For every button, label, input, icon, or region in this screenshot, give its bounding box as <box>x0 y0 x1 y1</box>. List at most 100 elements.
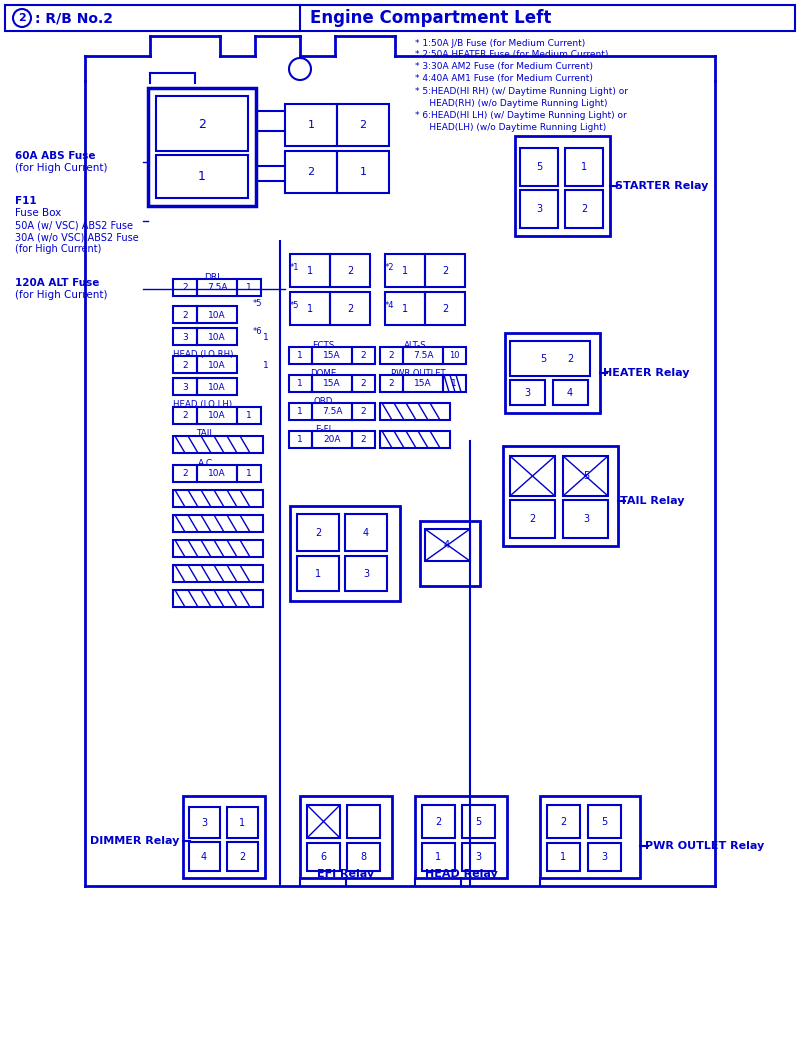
Bar <box>289 431 312 448</box>
Bar <box>415 796 507 878</box>
Text: 3: 3 <box>524 388 530 398</box>
Text: 2: 2 <box>360 407 366 416</box>
Text: 2: 2 <box>182 310 188 320</box>
Text: 1: 1 <box>307 266 313 276</box>
Bar <box>173 279 197 296</box>
Bar <box>510 341 590 376</box>
Bar <box>337 104 389 146</box>
Text: PWR OUTLET: PWR OUTLET <box>390 370 446 379</box>
Bar <box>347 843 380 871</box>
Text: 5: 5 <box>536 162 542 172</box>
Text: ALT-S: ALT-S <box>404 341 426 351</box>
Bar <box>425 291 465 325</box>
Bar <box>347 805 380 838</box>
Text: 3: 3 <box>583 514 589 524</box>
Text: STARTER Relay: STARTER Relay <box>615 181 708 191</box>
Bar <box>505 333 600 413</box>
Text: 7.5A: 7.5A <box>322 407 342 416</box>
Text: 2: 2 <box>388 380 394 388</box>
Bar <box>285 151 337 193</box>
Bar <box>183 796 265 878</box>
Bar <box>385 254 425 287</box>
Bar <box>173 378 197 395</box>
Bar <box>197 407 237 424</box>
Bar <box>173 590 263 607</box>
Text: 15A: 15A <box>323 352 341 360</box>
Text: * 3:30A AM2 Fuse (for Medium Current): * 3:30A AM2 Fuse (for Medium Current) <box>415 62 593 72</box>
Bar <box>227 842 258 871</box>
Bar <box>237 279 261 296</box>
Bar <box>297 556 339 591</box>
Text: * 4:40A AM1 Fuse (for Medium Current): * 4:40A AM1 Fuse (for Medium Current) <box>415 75 593 83</box>
Bar <box>285 104 337 146</box>
Bar <box>197 356 237 373</box>
Text: (for High Current): (for High Current) <box>15 163 107 173</box>
Text: * 1:50A J/B Fuse (for Medium Current): * 1:50A J/B Fuse (for Medium Current) <box>415 39 586 48</box>
Text: 1: 1 <box>297 380 303 388</box>
Text: 1: 1 <box>246 469 252 479</box>
Text: 3: 3 <box>182 332 188 341</box>
Text: 7.5A: 7.5A <box>206 283 227 293</box>
Text: 1: 1 <box>263 360 269 370</box>
Text: 3: 3 <box>601 852 607 862</box>
Bar <box>312 347 352 364</box>
Bar <box>540 796 640 878</box>
Bar <box>173 490 263 507</box>
Text: 20A: 20A <box>323 435 341 445</box>
Bar <box>380 431 450 448</box>
Text: 1: 1 <box>297 352 303 360</box>
Text: 10A: 10A <box>208 382 226 391</box>
Bar <box>563 456 608 496</box>
Text: 50A (w/ VSC) ABS2 Fuse: 50A (w/ VSC) ABS2 Fuse <box>15 220 133 230</box>
Text: HEATER Relay: HEATER Relay <box>603 369 690 378</box>
Bar <box>173 436 263 453</box>
Text: 2: 2 <box>182 283 188 293</box>
Text: TAIL Relay: TAIL Relay <box>620 496 685 506</box>
Text: HEAD(RH) (w/o Daytime Running Light): HEAD(RH) (w/o Daytime Running Light) <box>415 99 607 107</box>
Text: 2: 2 <box>239 852 245 862</box>
Bar <box>425 529 470 561</box>
Bar <box>173 565 263 582</box>
Bar <box>290 254 330 287</box>
Text: 3: 3 <box>363 569 369 579</box>
Bar <box>380 347 403 364</box>
Text: 10A: 10A <box>208 411 226 421</box>
Bar <box>510 456 555 496</box>
Bar <box>173 306 197 323</box>
Text: 1: 1 <box>581 162 587 172</box>
Text: 2: 2 <box>581 204 587 214</box>
Text: 3: 3 <box>201 818 207 828</box>
Bar <box>345 514 387 551</box>
Bar <box>290 506 400 601</box>
Bar <box>289 403 312 420</box>
Text: TAIL: TAIL <box>196 430 214 438</box>
Text: (for High Current): (for High Current) <box>15 290 107 300</box>
Text: 2: 2 <box>435 817 441 827</box>
Text: *5: *5 <box>253 299 262 307</box>
Bar <box>307 805 340 838</box>
Text: HEAD Relay: HEAD Relay <box>425 869 498 879</box>
Text: 2: 2 <box>359 120 366 130</box>
Bar <box>588 805 621 838</box>
Text: Engine Compartment Left: Engine Compartment Left <box>310 9 551 27</box>
Bar <box>422 805 455 838</box>
Text: PWR OUTLET Relay: PWR OUTLET Relay <box>645 841 764 850</box>
Bar <box>352 403 375 420</box>
Text: 2: 2 <box>18 12 26 23</box>
Bar <box>5 5 795 31</box>
Bar <box>420 520 480 586</box>
Bar <box>189 807 220 838</box>
Bar <box>173 515 263 532</box>
Text: 1: 1 <box>246 283 252 293</box>
Bar <box>510 380 545 405</box>
Bar <box>563 500 608 538</box>
Bar <box>148 88 256 206</box>
Text: Fuse Box: Fuse Box <box>15 208 62 218</box>
Bar <box>520 191 558 228</box>
Text: * 6:HEAD(HI LH) (w/ Daytime Running Light) or: * 6:HEAD(HI LH) (w/ Daytime Running Ligh… <box>415 110 626 120</box>
Text: DOME: DOME <box>310 370 336 379</box>
Bar <box>312 431 352 448</box>
Text: 5: 5 <box>540 354 546 364</box>
Text: *5: *5 <box>290 302 299 310</box>
Text: 2: 2 <box>360 352 366 360</box>
